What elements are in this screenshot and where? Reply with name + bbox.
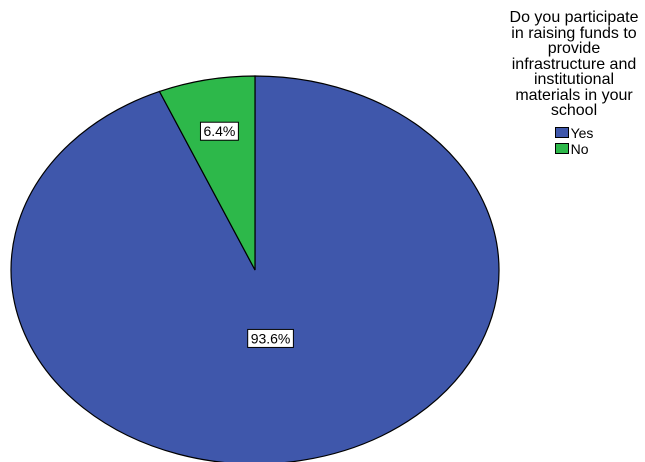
legend-swatch-yes (554, 127, 569, 138)
legend-item-yes: Yes (554, 124, 594, 141)
legend: Do you participate in raising funds to p… (505, 10, 643, 159)
data-label-yes: 93.6% (247, 328, 294, 348)
legend-items: Yes No (554, 124, 594, 157)
pie-slice-yes (10, 75, 500, 462)
data-label-text-yes: 93.6% (251, 330, 291, 346)
data-label-text-no: 6.4% (203, 123, 235, 139)
legend-title: Do you participate in raising funds to p… (509, 9, 639, 119)
data-label-box-yes (247, 328, 294, 348)
legend-item-no: No (554, 140, 594, 157)
legend-label-yes: Yes (570, 124, 594, 141)
data-label-box-no (199, 121, 239, 141)
pie-data-labels: 93.6% 6.4% (199, 121, 294, 348)
legend-label-no: No (570, 140, 589, 157)
data-label-no: 6.4% (199, 121, 239, 141)
legend-swatch-no (554, 143, 569, 154)
pie-slices (10, 75, 500, 462)
